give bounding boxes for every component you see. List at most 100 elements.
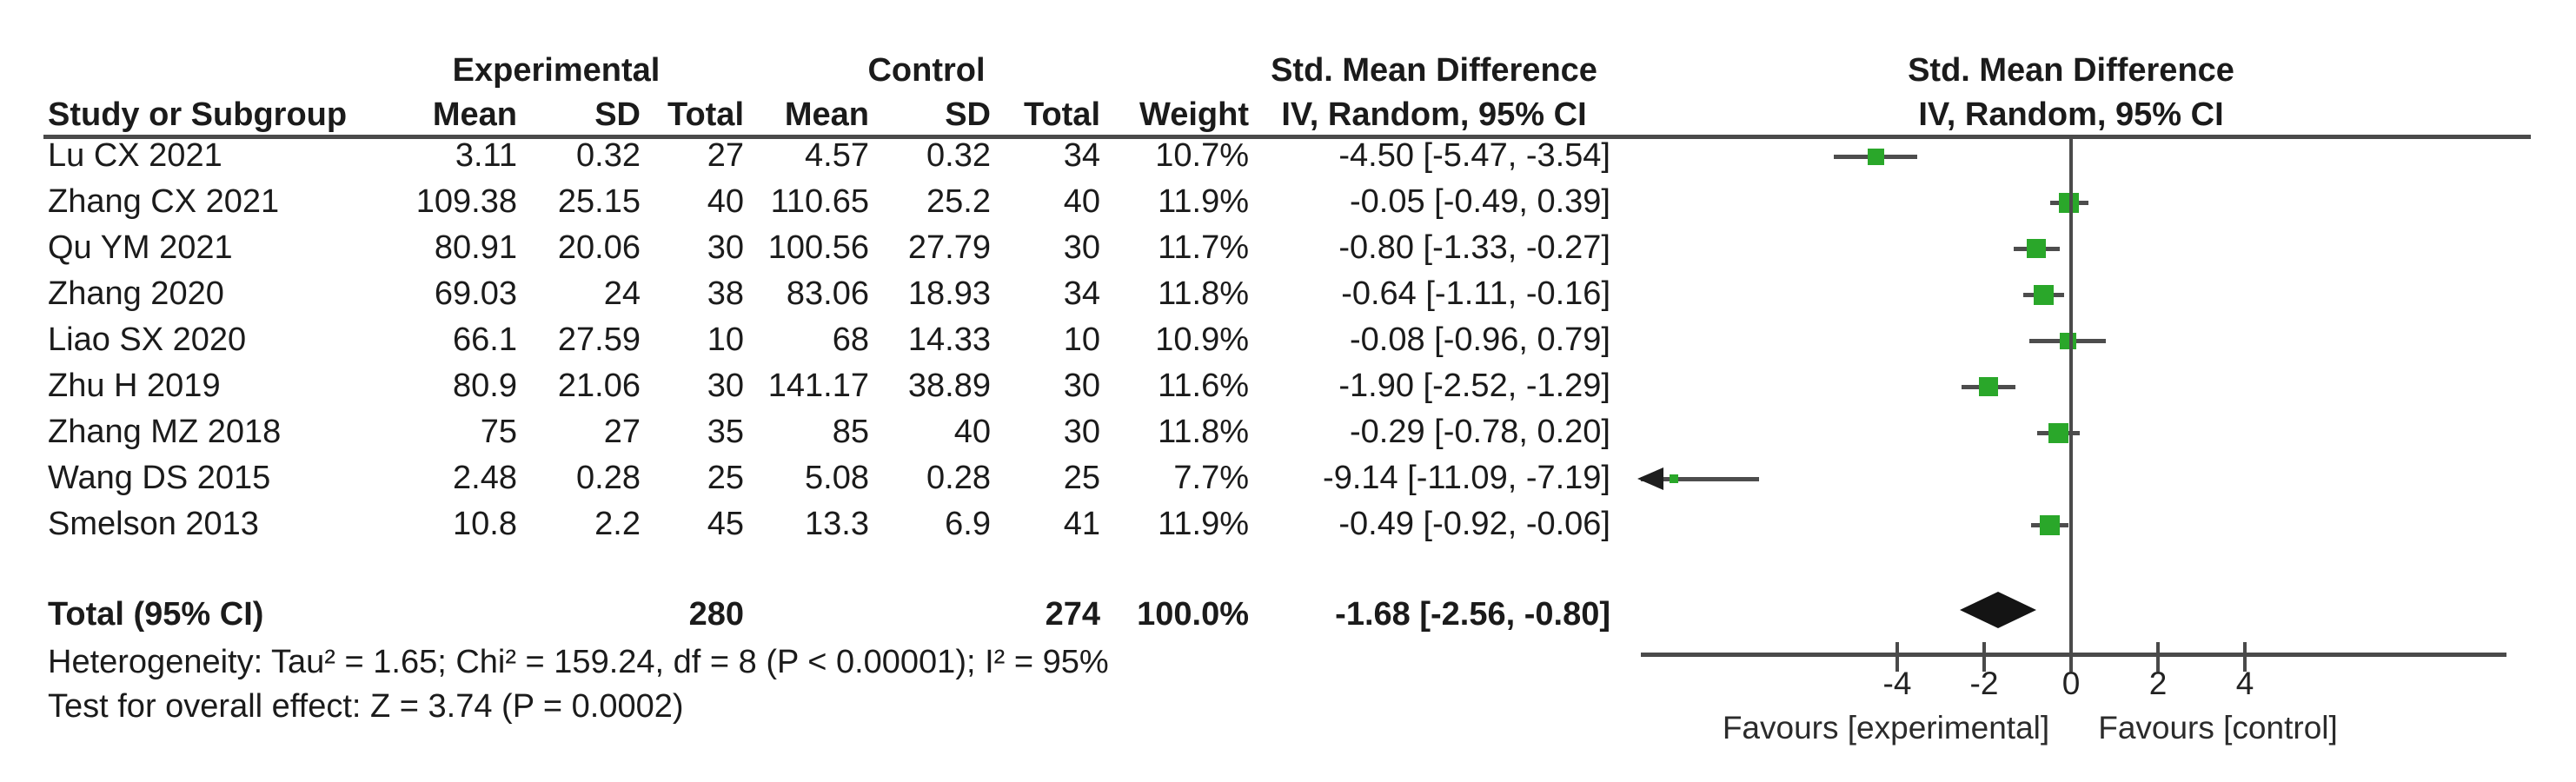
study-ctl-total: 30 — [1063, 414, 1100, 451]
ci-line — [1641, 477, 1759, 481]
study-exp-sd: 25.15 — [557, 183, 641, 221]
study-ctl-mean: 4.57 — [805, 137, 869, 175]
study-name: Wang DS 2015 — [48, 460, 271, 497]
axis-tick-label: 2 — [2148, 666, 2168, 701]
total-ci-text: -1.68 [-2.56, -0.80] — [1335, 596, 1610, 633]
total-weight: 100.0% — [1137, 596, 1249, 633]
zero-line — [2069, 136, 2073, 653]
study-exp-mean: 69.03 — [434, 275, 517, 313]
axis-tick-label: -4 — [1882, 666, 1912, 701]
study-ctl-sd: 27.79 — [907, 229, 991, 267]
column-header-exp-total: Total — [667, 96, 744, 134]
axis-tick — [1895, 642, 1899, 672]
overall-effect-text: Test for overall effect: Z = 3.74 (P = 0… — [48, 688, 684, 726]
study-name: Lu CX 2021 — [48, 137, 222, 175]
total-label: Total (95% CI) — [48, 596, 264, 633]
total-diamond — [1960, 592, 2036, 628]
total-ctl-n: 274 — [1045, 596, 1100, 633]
study-exp-sd: 24 — [603, 275, 641, 313]
study-ctl-total: 10 — [1063, 321, 1100, 359]
study-exp-mean: 75 — [480, 414, 517, 451]
study-exp-mean: 3.11 — [455, 137, 517, 175]
effect-marker — [1867, 148, 1884, 165]
study-weight: 10.9% — [1155, 321, 1249, 359]
study-exp-total: 40 — [707, 183, 744, 221]
study-ctl-total: 41 — [1063, 506, 1100, 543]
study-exp-mean: 10.8 — [453, 506, 517, 543]
study-ci-text: -0.08 [-0.96, 0.79] — [1350, 321, 1610, 359]
column-header-study: Study or Subgroup — [48, 96, 348, 134]
axis-tick — [2069, 642, 2073, 672]
smd-column-header-line2: IV, Random, 95% CI — [1281, 96, 1587, 134]
study-exp-total: 30 — [707, 368, 744, 405]
study-name: Qu YM 2021 — [48, 229, 233, 267]
study-ci-text: -1.90 [-2.52, -1.29] — [1338, 368, 1610, 405]
study-ctl-total: 40 — [1063, 183, 1100, 221]
header-separator-line — [43, 135, 2531, 139]
study-name: Zhang CX 2021 — [48, 183, 280, 221]
x-axis-line — [1641, 653, 2506, 657]
study-ci-text: -0.29 [-0.78, 0.20] — [1350, 414, 1610, 451]
study-name: Zhang MZ 2018 — [48, 414, 282, 451]
study-weight: 11.7% — [1158, 229, 1249, 267]
study-exp-sd: 0.32 — [576, 137, 641, 175]
axis-tick — [1982, 642, 1986, 672]
study-weight: 10.7% — [1155, 137, 1249, 175]
study-ctl-mean: 5.08 — [805, 460, 869, 497]
study-exp-total: 25 — [707, 460, 744, 497]
effect-marker — [1670, 474, 1678, 483]
study-exp-sd: 2.2 — [594, 506, 641, 543]
effect-marker — [2033, 284, 2054, 305]
effect-marker — [2059, 332, 2076, 349]
study-exp-total: 35 — [707, 414, 744, 451]
study-exp-sd: 21.06 — [557, 368, 641, 405]
study-ctl-sd: 38.89 — [907, 368, 991, 405]
study-ctl-sd: 14.33 — [907, 321, 991, 359]
study-exp-mean: 2.48 — [453, 460, 517, 497]
effect-marker — [2048, 422, 2068, 443]
study-exp-total: 38 — [707, 275, 744, 313]
study-exp-sd: 0.28 — [576, 460, 641, 497]
column-header-ctl-total: Total — [1024, 96, 1100, 134]
favours-control-label: Favours [control] — [2098, 710, 2338, 746]
study-ctl-total: 30 — [1063, 229, 1100, 267]
study-weight: 11.6% — [1158, 368, 1249, 405]
study-exp-total: 10 — [707, 321, 744, 359]
axis-tick-label: 0 — [2061, 666, 2081, 701]
effect-marker — [2027, 239, 2046, 258]
column-header-ctl-sd: SD — [945, 96, 991, 134]
study-ctl-mean: 13.3 — [805, 506, 869, 543]
study-exp-mean: 109.38 — [415, 183, 517, 221]
group-header-experimental: Experimental — [452, 52, 661, 89]
effect-marker — [1979, 377, 1998, 396]
study-ci-text: -0.05 [-0.49, 0.39] — [1350, 183, 1610, 221]
smd-column-header-line1: Std. Mean Difference — [1271, 52, 1597, 89]
study-ctl-mean: 85 — [832, 414, 869, 451]
study-exp-mean: 66.1 — [453, 321, 517, 359]
study-exp-total: 27 — [707, 137, 744, 175]
study-exp-mean: 80.91 — [434, 229, 517, 267]
study-ctl-total: 34 — [1063, 137, 1100, 175]
study-exp-total: 30 — [707, 229, 744, 267]
favours-experimental-label: Favours [experimental] — [1722, 710, 2050, 746]
study-ctl-sd: 40 — [953, 414, 991, 451]
study-ci-text: -0.80 [-1.33, -0.27] — [1338, 229, 1610, 267]
study-ctl-mean: 110.65 — [770, 183, 869, 221]
column-header-exp-mean: Mean — [432, 96, 517, 134]
study-ctl-sd: 25.2 — [926, 183, 991, 221]
study-ctl-sd: 6.9 — [945, 506, 991, 543]
study-ci-text: -0.64 [-1.11, -0.16] — [1341, 275, 1610, 313]
column-header-ctl-mean: Mean — [784, 96, 869, 134]
study-ci-text: -0.49 [-0.92, -0.06] — [1338, 506, 1610, 543]
total-exp-n: 280 — [688, 596, 744, 633]
study-name: Zhu H 2019 — [48, 368, 221, 405]
axis-tick-label: -2 — [1969, 666, 1999, 701]
study-ctl-mean: 100.56 — [767, 229, 869, 267]
study-ci-text: -4.50 [-5.47, -3.54] — [1338, 137, 1610, 175]
axis-tick-label: 4 — [2235, 666, 2254, 701]
study-weight: 11.8% — [1158, 414, 1249, 451]
study-exp-total: 45 — [707, 506, 744, 543]
study-name: Zhang 2020 — [48, 275, 224, 313]
study-weight: 11.9% — [1158, 506, 1249, 543]
